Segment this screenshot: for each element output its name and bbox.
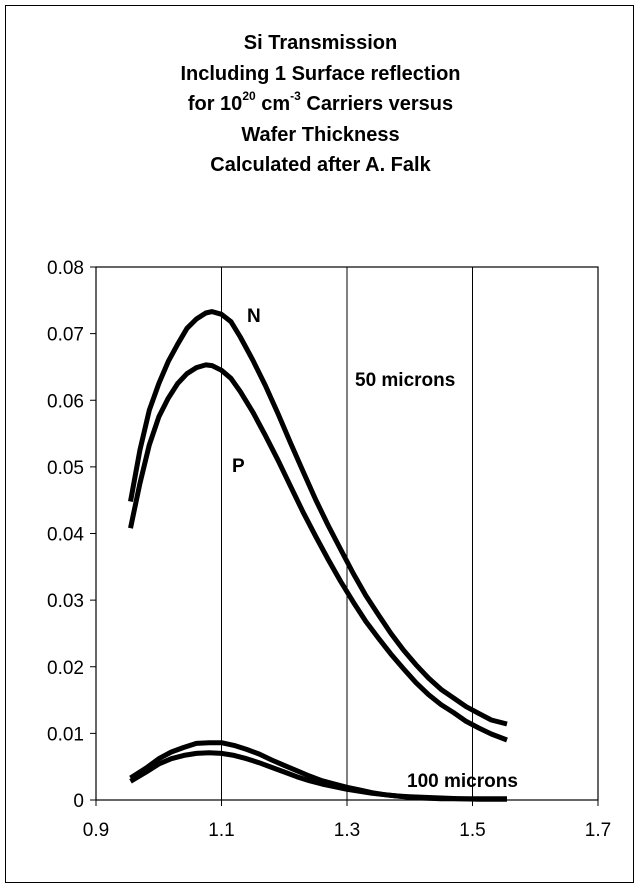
chart-frame (5, 5, 634, 883)
y-tick-label: 0.03 (47, 591, 84, 612)
title-line-3: for 1020 cm-3 Carriers versus (0, 89, 641, 120)
y-tick-label: 0.02 (47, 658, 84, 679)
y-tick-label: 0.01 (47, 724, 84, 745)
title-line-1: Si Transmission (243, 32, 398, 54)
title-line-2: Including 1 Surface reflection (180, 62, 461, 85)
x-tick-label: 0.9 (83, 820, 109, 841)
y-axis: 0 0.01 0.02 0.03 0.04 0.05 0.06 0.07 0.08 (47, 258, 96, 812)
y-tick-label: 0.05 (47, 458, 84, 479)
x-tick-label: 1.1 (208, 820, 234, 841)
y-tick-label: 0.06 (47, 391, 84, 412)
label-n: N (247, 306, 261, 327)
label-100-microns: 100 microns (407, 771, 518, 792)
y-tick-label: 0.07 (47, 325, 84, 346)
title-line-3-pre: for 10 (187, 93, 243, 115)
title-exponent-minus3: -3 (290, 89, 301, 104)
series-line-2 (128, 362, 508, 743)
label-50-microns: 50 microns (355, 370, 455, 391)
label-p: P (232, 456, 245, 477)
x-tick-label: 1.5 (459, 820, 485, 841)
gridlines (221, 267, 473, 800)
y-tick-label: 0.08 (47, 258, 84, 279)
y-tick-label: 0.04 (47, 525, 84, 546)
chart-title: Si Transmission Including 1 Surface refl… (0, 28, 641, 181)
title-line-3-post: Carriers versus (300, 93, 454, 115)
series-group (128, 309, 508, 802)
title-exponent-20: 20 (242, 89, 256, 104)
title-line-3-mid: cm (255, 93, 291, 115)
y-tick-label: 0 (73, 791, 84, 812)
title-line-4: Wafer Thickness (241, 123, 400, 146)
x-axis: 0.9 1.1 1.3 1.5 1.7 (83, 800, 611, 841)
title-line-5: Calculated after A. Falk (210, 154, 431, 176)
x-tick-label: 1.7 (585, 820, 611, 841)
series-line-1 (128, 309, 508, 727)
series-line-4 (129, 750, 507, 802)
x-tick-label: 1.3 (334, 820, 360, 841)
